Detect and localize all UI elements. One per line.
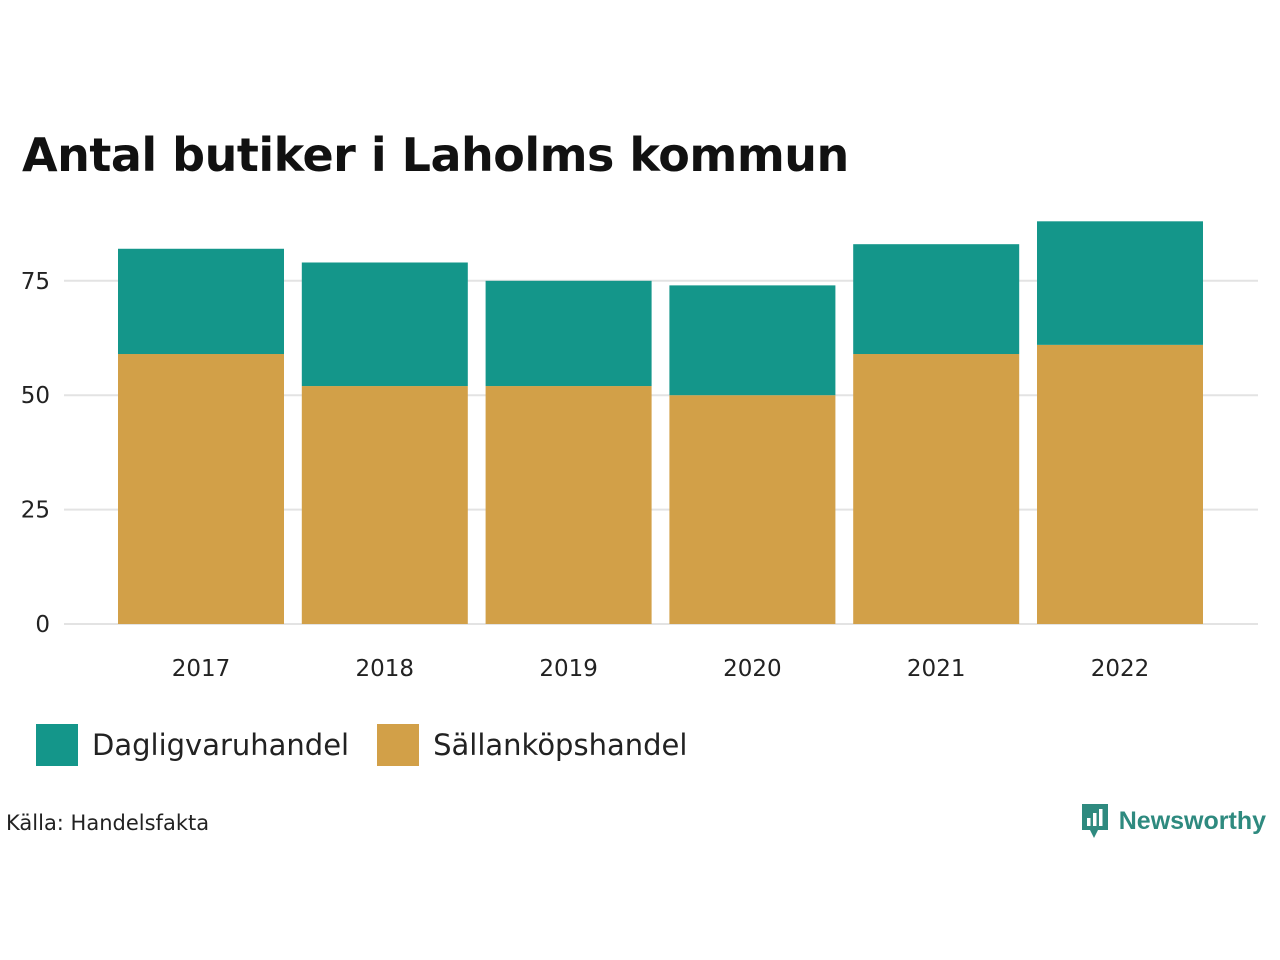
bar-2018-dagligvaruhandel — [301, 262, 468, 387]
bar-2020-dagligvaruhandel — [669, 285, 836, 396]
brand-name: Newsworthy — [1118, 806, 1266, 835]
x-axis-ticks: 2017 2018 2019 2020 2021 2022 — [172, 656, 1150, 682]
legend: Dagligvaruhandel Sällanköpshandel — [36, 724, 715, 766]
y-tick-label-75: 75 — [21, 269, 50, 295]
bar-2022-dagligvaruhandel — [1037, 221, 1203, 345]
y-tick-label-50: 50 — [21, 383, 50, 409]
bar-2021-sallankopshandel — [853, 354, 1020, 624]
bar-2019-sallankopshandel — [485, 386, 652, 624]
legend-label-dagligvaruhandel: Dagligvaruhandel — [92, 728, 350, 762]
legend-item-dagligvaruhandel: Dagligvaruhandel — [36, 724, 349, 766]
x-tick-label-2020: 2020 — [723, 656, 782, 682]
source-note: Källa: Handelsfakta — [6, 811, 210, 835]
bars — [118, 221, 1203, 624]
y-axis-ticks: 0 25 50 75 — [21, 269, 50, 638]
y-tick-label-25: 25 — [21, 498, 50, 524]
legend-item-sallankopshandel: Sällanköpshandel — [377, 724, 687, 766]
bar-2021-dagligvaruhandel — [853, 244, 1020, 355]
bar-2022-sallankopshandel — [1037, 344, 1203, 624]
bar-2017-dagligvaruhandel — [118, 248, 284, 355]
chart-title: Antal butiker i Laholms kommun — [22, 128, 849, 182]
x-tick-label-2022: 2022 — [1091, 656, 1150, 682]
legend-swatch-sallankopshandel — [377, 724, 420, 766]
brand: Newsworthy — [1080, 802, 1266, 840]
bar-2020-sallankopshandel — [669, 395, 836, 624]
legend-swatch-dagligvaruhandel — [36, 724, 78, 766]
bar-2019-dagligvaruhandel — [485, 280, 652, 387]
x-tick-label-2017: 2017 — [172, 656, 231, 682]
y-tick-label-0: 0 — [35, 612, 50, 638]
bar-2018-sallankopshandel — [301, 386, 468, 624]
bar-2017-sallankopshandel — [118, 354, 284, 624]
legend-label-sallankopshandel: Sällanköpshandel — [433, 728, 688, 762]
newsworthy-logo-icon — [1081, 804, 1108, 838]
x-tick-label-2021: 2021 — [907, 656, 966, 682]
x-tick-label-2018: 2018 — [356, 656, 415, 682]
x-tick-label-2019: 2019 — [539, 656, 598, 682]
